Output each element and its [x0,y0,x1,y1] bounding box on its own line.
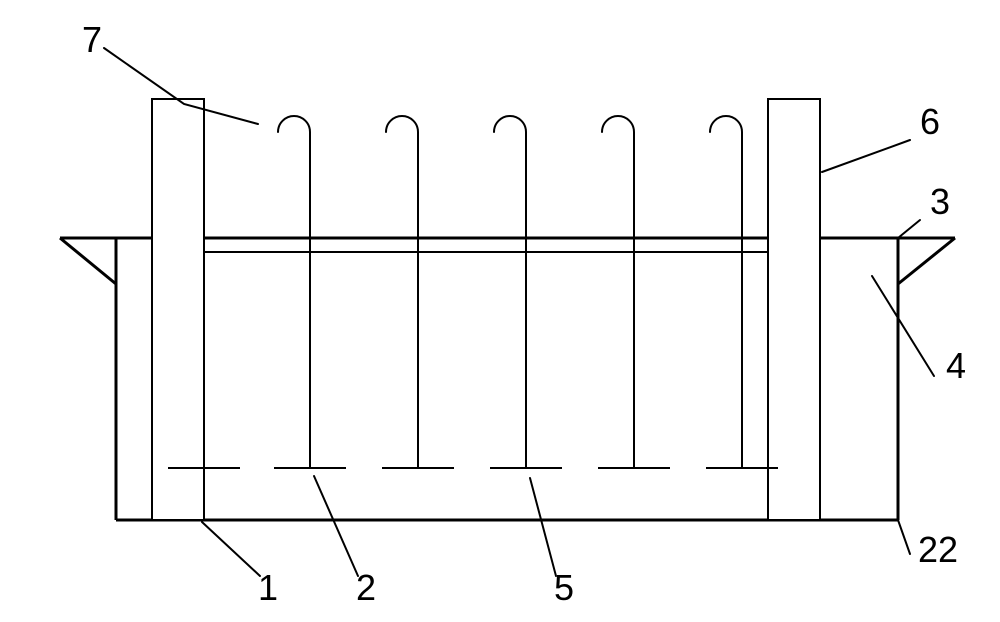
leader-4 [872,276,934,376]
pillars [152,99,820,520]
label-1: 1 [258,567,278,608]
leader-2 [314,476,358,576]
leader-22 [898,520,910,554]
label-5: 5 [554,567,574,608]
leader-6 [822,140,910,172]
label-6: 6 [920,101,940,142]
label-22: 22 [918,529,958,570]
leader-3 [898,220,920,238]
label-3: 3 [930,181,950,222]
hook-rods [278,116,742,468]
leader-1 [202,522,260,576]
leader-5 [530,478,556,576]
label-2: 2 [356,567,376,608]
label-4: 4 [946,345,966,386]
label-7: 7 [82,19,102,60]
